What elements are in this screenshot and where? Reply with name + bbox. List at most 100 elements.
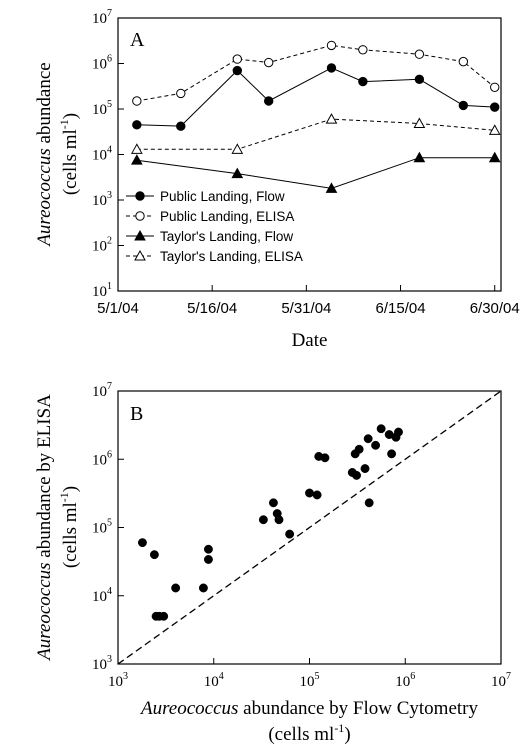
panel-b-xlabel-close: ) <box>344 724 350 745</box>
panel-b-x-axis-title: Aureococcus abundance by Flow Cytometry … <box>139 698 478 745</box>
data-point <box>232 65 242 76</box>
legend-marker <box>135 211 145 221</box>
legend-label: Public Landing, Flow <box>160 189 285 204</box>
panel-b-label: B <box>130 403 143 425</box>
data-point <box>176 88 186 99</box>
legend-item: Taylor's Landing, ELISA <box>126 249 303 264</box>
panel-a-y-axis-title: Aureococcus abundance (cells ml-1) <box>34 62 81 247</box>
panel-a-y-tick-label: 107 <box>92 8 112 27</box>
data-point <box>320 453 330 463</box>
data-point <box>387 449 397 459</box>
data-point <box>263 57 274 68</box>
data-point <box>263 96 274 106</box>
data-point <box>258 515 268 525</box>
panel-a-y-tick-label: 103 <box>92 190 112 209</box>
panel-b-axes: 103 104 105 106 107 103 104 105 106 107 <box>92 381 511 690</box>
series-line <box>136 44 496 102</box>
panel-b-x-tick-label: 103 <box>108 671 128 690</box>
series-2 <box>130 151 501 193</box>
legend-marker <box>135 191 145 201</box>
data-point <box>312 490 322 500</box>
data-point <box>232 54 242 64</box>
data-point <box>458 56 469 67</box>
data-point <box>130 154 143 165</box>
panel-a-y-tick-label: 102 <box>92 236 112 255</box>
panel-a-y-tick-label: 105 <box>92 99 112 118</box>
data-point <box>130 143 143 154</box>
panel-b-x-tick-label: 105 <box>300 671 320 690</box>
panel-a-x-tick-label: 5/1/04 <box>97 300 139 317</box>
data-point <box>274 515 284 525</box>
data-point <box>360 464 370 474</box>
panel-a-x-tick-label: 6/15/04 <box>376 300 426 317</box>
panel-b-xlabel-rest: abundance by Flow Cytometry <box>238 698 478 719</box>
panel-b-xlabel-italic: Aureococcus <box>139 698 238 719</box>
series-3 <box>130 113 501 154</box>
panel-a-x-tick-label: 6/30/04 <box>470 300 520 317</box>
panel-b-xlabel-units: (cells ml <box>268 724 334 745</box>
data-point <box>326 40 337 51</box>
panel-b-y-tick-label: 104 <box>92 586 112 605</box>
data-point <box>159 611 169 621</box>
svg-text:Aureococcus abundance by ELISA: Aureococcus abundance by ELISA <box>34 394 55 662</box>
panel-b: B 103 104 105 106 107 103 104 105 106 107 Aureoco… <box>34 381 511 745</box>
panel-a-x-tick-label: 5/31/04 <box>281 300 331 317</box>
panel-b-x-tick-label: 107 <box>491 671 511 690</box>
svg-text:Aureococcus abundance: Aureococcus abundance <box>34 62 55 247</box>
panel-a-x-tick-label: 5/16/04 <box>187 300 237 317</box>
legend-marker <box>134 249 146 261</box>
data-point <box>414 49 425 59</box>
panel-b-xlabel-sup: -1 <box>334 721 344 735</box>
data-point <box>149 550 159 560</box>
panel-b-points <box>137 424 403 621</box>
data-point <box>325 113 338 124</box>
svg-text:(cells ml-1): (cells ml-1) <box>57 486 81 568</box>
data-point <box>268 498 278 508</box>
series-0 <box>132 63 500 131</box>
data-point <box>176 121 186 131</box>
panel-a-axes: 101 102 103 104 105 106 107 5/1/04 5/16/04 5/31/0… <box>92 8 520 317</box>
panel-a-y-tick-label: 106 <box>92 54 112 73</box>
panel-b-x-tick-label: 106 <box>395 671 415 690</box>
panel-a: A 101 102 103 104 105 106 107 5/1/04 5/16/04 5/31… <box>34 8 520 351</box>
panel-b-ylabel-sup: -1 <box>57 492 71 502</box>
data-point <box>352 470 361 480</box>
data-point <box>350 449 360 459</box>
legend-label: Taylor's Landing, ELISA <box>160 249 303 264</box>
svg-text:(cells ml-1): (cells ml-1) <box>57 113 81 195</box>
legend-item: Taylor's Landing, Flow <box>126 229 293 244</box>
data-point <box>413 117 426 129</box>
one-to-one-line <box>117 390 502 665</box>
data-point <box>203 555 213 564</box>
data-point <box>414 74 425 84</box>
panel-b-y-tick-label: 103 <box>92 654 112 673</box>
data-point <box>231 167 244 179</box>
panel-a-ylabel-italic: Aureococcus <box>34 148 55 247</box>
data-point <box>132 120 142 130</box>
panel-a-x-axis-title: Date <box>292 330 328 351</box>
svg-text:(cells ml-1): (cells ml-1) <box>268 721 350 745</box>
data-point <box>490 82 500 92</box>
data-point <box>132 96 142 106</box>
data-point <box>358 45 368 55</box>
data-point <box>376 424 386 434</box>
data-point <box>171 583 181 593</box>
panel-b-x-tick-label: 104 <box>204 671 224 690</box>
data-point <box>413 151 426 163</box>
data-point <box>488 124 501 135</box>
data-point <box>490 102 500 112</box>
data-point <box>137 538 147 548</box>
series-1 <box>132 40 500 106</box>
legend-label: Taylor's Landing, Flow <box>160 229 293 244</box>
data-point <box>364 498 374 508</box>
data-point <box>203 544 213 554</box>
panel-a-y-tick-label: 101 <box>92 281 112 300</box>
panel-b-y-tick-label: 105 <box>92 518 112 537</box>
data-point <box>326 63 337 73</box>
legend-item: Public Landing, ELISA <box>126 209 294 224</box>
data-point <box>394 427 403 437</box>
panel-a-ylabel-rest: abundance <box>34 62 55 148</box>
data-point <box>325 182 338 193</box>
legend-marker <box>134 229 146 241</box>
